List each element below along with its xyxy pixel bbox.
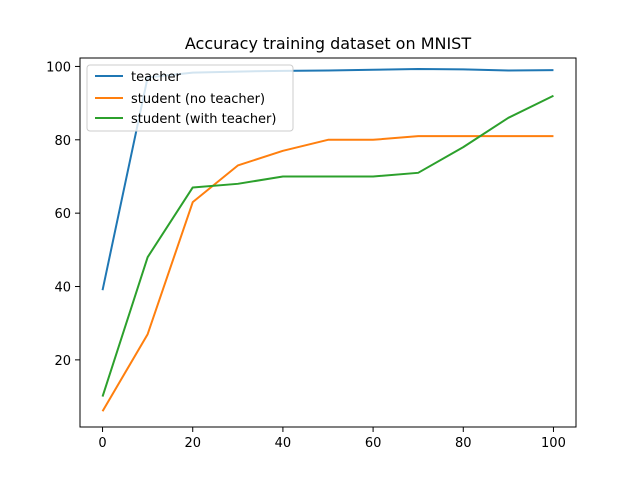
y-axis: 20 40 60 80 100 <box>46 60 80 369</box>
legend-label-teacher: teacher <box>131 70 181 85</box>
legend-box <box>86 64 294 132</box>
x-tick-label: 40 <box>275 436 292 451</box>
x-tick-label: 0 <box>98 436 106 451</box>
x-tick-label: 60 <box>365 436 382 451</box>
x-axis: 0 20 40 60 80 100 <box>98 427 566 451</box>
x-tick-label: 100 <box>541 436 566 451</box>
chart-title: Accuracy training dataset on MNIST <box>185 34 471 53</box>
y-tick-label: 40 <box>54 281 71 296</box>
legend-label-student-no-teacher: student (no teacher) <box>131 92 265 107</box>
x-tick-label: 80 <box>455 436 472 451</box>
series-line-student-no-teacher <box>101 135 554 412</box>
plot-frame <box>79 57 577 428</box>
y-tick-label: 20 <box>54 354 71 369</box>
legend: teacher student (no teacher) student (wi… <box>86 64 294 132</box>
legend-label-student-with-teacher: student (with teacher) <box>131 112 276 127</box>
x-tick-label: 20 <box>184 436 201 451</box>
series-line-student-with-teacher <box>101 94 554 397</box>
y-tick-label: 80 <box>54 134 71 149</box>
y-tick-label: 60 <box>54 207 71 222</box>
y-tick-label: 100 <box>46 60 71 75</box>
